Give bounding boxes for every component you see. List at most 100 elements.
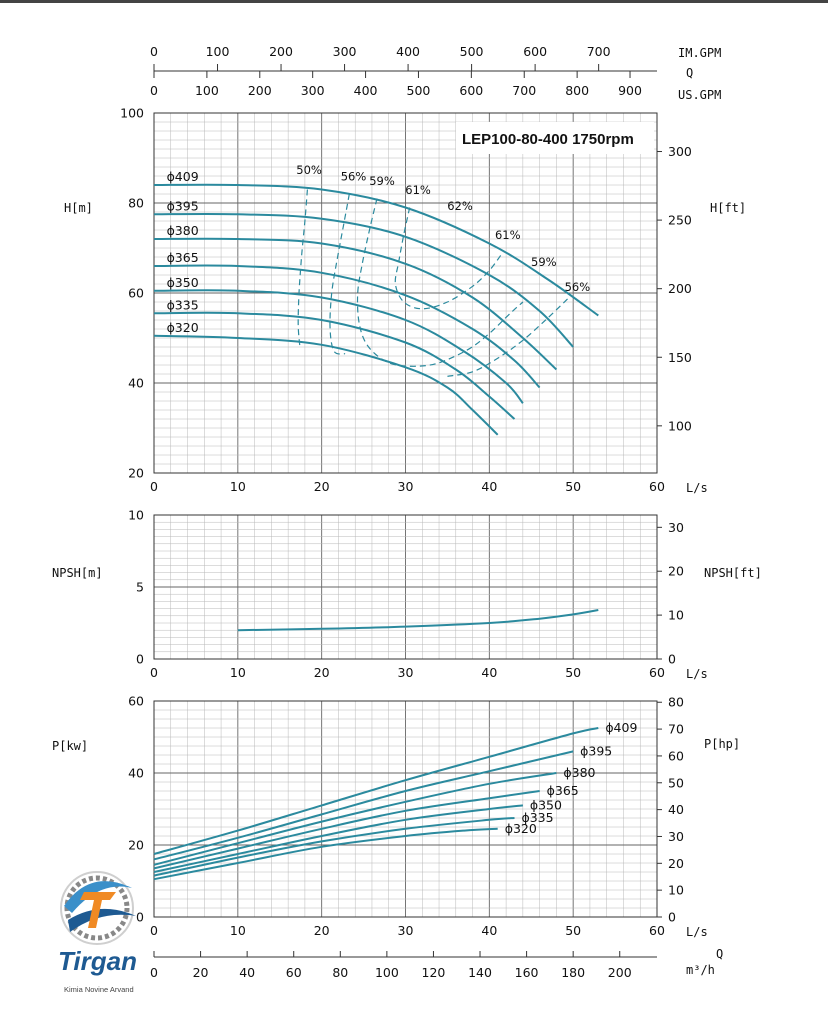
us-gpm-label: US.GPM	[678, 88, 721, 102]
m3h-tick-label: 40	[239, 965, 255, 980]
head-y-tick-label: 20	[128, 466, 144, 481]
m3h-tick-label: 140	[468, 965, 492, 980]
npsh-x-tick-label: 30	[398, 665, 414, 680]
head-diameter-label: ϕ350	[167, 275, 199, 290]
efficiency-label: 61%	[495, 228, 521, 242]
npsh-x-tick-label: 0	[150, 665, 158, 680]
top-q-label: Q	[686, 66, 693, 80]
head-y-tick-label: 80	[128, 196, 144, 211]
npsh-y-tick-label: 10	[128, 508, 144, 523]
power-panel: 0 10 20 30 40 50 60 L/s 0 20 40 60 P[kw] 0 10 20 30 40 50 6…	[52, 694, 740, 940]
power-x-tick-label: 10	[230, 923, 246, 938]
head-curve-395	[153, 212, 574, 348]
efficiency-label: 59%	[531, 255, 557, 269]
power-y-tick-label: 40	[128, 766, 144, 781]
head-curve-380	[153, 237, 558, 371]
im-gpm-tick-label: 100	[206, 44, 230, 59]
power-x-tick-label: 40	[481, 923, 497, 938]
power-diameter-label: ϕ365	[547, 783, 579, 798]
head-y2-tick-label: 300	[668, 144, 692, 159]
power-y2-tick-label: 70	[668, 722, 684, 737]
m3h-tick-label: 200	[608, 965, 632, 980]
npsh-y-label: NPSH[m]	[52, 566, 103, 580]
npsh-frame	[153, 514, 658, 660]
head-diameter-label: ϕ395	[167, 198, 199, 213]
head-curve-320	[153, 334, 499, 436]
head-diameter-label: ϕ380	[167, 223, 199, 238]
m3h-tick-label: 160	[515, 965, 539, 980]
head-curve-409	[153, 183, 599, 317]
head-y2-tick-label: 250	[668, 213, 692, 228]
m3h-tick-label: 0	[150, 965, 158, 980]
efficiency-label: 50%	[296, 163, 322, 177]
top-border	[0, 0, 828, 3]
us-gpm-tick-label: 0	[150, 83, 158, 98]
m3h-tick-label: 60	[286, 965, 302, 980]
efficiency-label: 59%	[369, 174, 395, 188]
power-y2-tick-label: 80	[668, 695, 684, 710]
power-y-tick-label: 20	[128, 838, 144, 853]
npsh-y2-tick-label: 10	[668, 608, 684, 623]
npsh-x-label: L/s	[686, 667, 708, 681]
head-y2-label: H[ft]	[710, 201, 746, 215]
m3h-tick-label: 180	[561, 965, 585, 980]
head-x-tick-label: 30	[398, 479, 414, 494]
power-y2-tick-label: 10	[668, 883, 684, 898]
power-diameter-label: ϕ320	[505, 821, 537, 836]
efficiency-contour-50	[297, 189, 308, 348]
head-panel: 0 10 20 30 40 50 60 L/s 20 40 60 80 100 H[m] 100 150 200…	[64, 106, 746, 496]
title-box	[456, 122, 654, 154]
power-grid	[153, 700, 658, 918]
m3h-tick-label: 120	[422, 965, 446, 980]
head-x-tick-label: 20	[314, 479, 330, 494]
efficiency-label: 62%	[447, 199, 473, 213]
power-x-label: L/s	[686, 925, 708, 939]
npsh-y2-tick-label: 0	[668, 652, 676, 667]
npsh-x-tick-label: 40	[481, 665, 497, 680]
power-diameter-label: ϕ380	[563, 765, 595, 780]
power-curve-350	[153, 804, 524, 873]
im-gpm-tick-label: 300	[333, 44, 357, 59]
power-diameter-label: ϕ409	[605, 720, 637, 735]
efficiency-contour-59	[356, 198, 524, 367]
im-gpm-label: IM.GPM	[678, 46, 721, 60]
logo-ring	[60, 871, 134, 945]
im-gpm-tick-label: 400	[396, 44, 420, 59]
power-y2-tick-label: 0	[668, 910, 676, 925]
npsh-panel: 0 10 20 30 40 50 60 L/s 0 5 10 NPSH[m] 0 10 20 30 NPSH[f…	[52, 508, 762, 682]
us-gpm-tick-label: 900	[618, 83, 642, 98]
tirgan-logo: Tirgan Kimia Novine Arvand	[58, 871, 137, 994]
npsh-y-tick-label: 0	[136, 652, 144, 667]
power-y-tick-label: 0	[136, 910, 144, 925]
power-frame	[153, 700, 658, 918]
npsh-y-tick-label: 5	[136, 580, 144, 595]
npsh-curve	[237, 609, 599, 632]
power-y2-tick-label: 20	[668, 856, 684, 871]
efficiency-contour-61	[394, 207, 504, 310]
us-gpm-tick-label: 600	[459, 83, 483, 98]
m3h-tick-label: 20	[193, 965, 209, 980]
npsh-y2-tick-label: 30	[668, 520, 684, 535]
power-curve-409	[153, 727, 599, 855]
us-gpm-tick-label: 300	[301, 83, 325, 98]
efficiency-label: 56%	[341, 170, 367, 184]
bottom-q-label: Q	[716, 947, 723, 961]
power-x-tick-label: 0	[150, 923, 158, 938]
power-y2-tick-label: 30	[668, 829, 684, 844]
power-y2-tick-label: 60	[668, 748, 684, 763]
power-diameter-label: ϕ350	[530, 797, 562, 812]
npsh-x-tick-label: 50	[565, 665, 581, 680]
power-curve-365	[153, 790, 540, 870]
head-diameter-label: ϕ409	[167, 169, 199, 184]
power-x-tick-label: 20	[314, 923, 330, 938]
logo-brand: Tirgan	[58, 946, 137, 976]
chart-title: LEP100-80-400 1750rpm	[462, 131, 634, 148]
head-y-tick-label: 60	[128, 286, 144, 301]
power-diameter-label: ϕ335	[521, 810, 553, 825]
npsh-grid	[153, 514, 658, 660]
efficiency-label: 61%	[405, 183, 431, 197]
im-gpm-tick-label: 0	[150, 44, 158, 59]
m3h-axis: 0 20 40 60 80 100 120 140 160 180 200 Qm³/h	[150, 947, 723, 980]
m3h-tick-label: 100	[375, 965, 399, 980]
